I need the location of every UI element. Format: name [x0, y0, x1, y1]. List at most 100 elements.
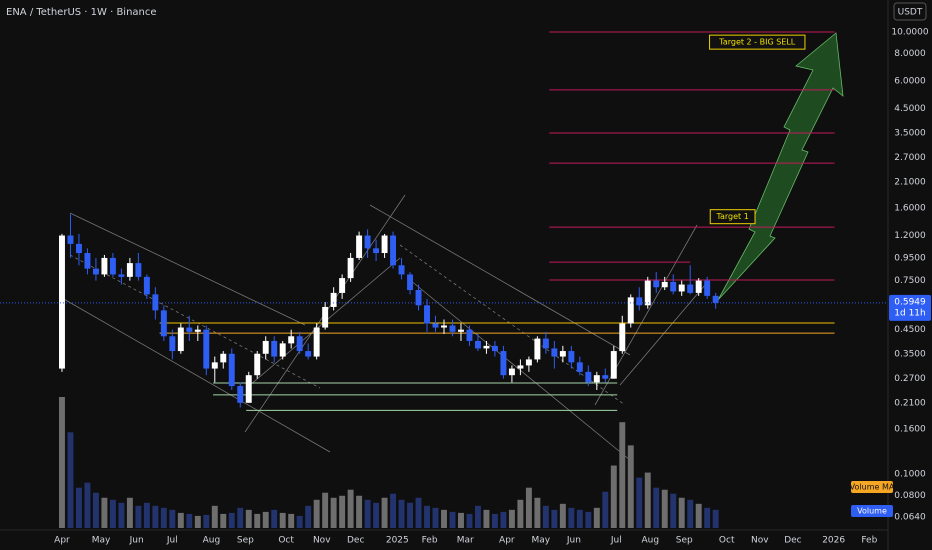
y-tick-label: 10.0000: [891, 28, 928, 38]
candle-body: [220, 353, 227, 363]
candle-body: [67, 235, 74, 244]
x-tick-label: Jul: [166, 536, 178, 546]
candle-body: [424, 305, 430, 324]
volume-bar: [458, 512, 464, 528]
y-tick-label: 0.9500: [894, 253, 926, 263]
candle-body: [619, 323, 626, 352]
volume-bar: [551, 509, 558, 528]
volume-bar: [356, 495, 363, 528]
y-tick-label: 3.5000: [894, 128, 926, 138]
volume-bar: [59, 397, 65, 528]
countdown: 1d 11h: [894, 308, 925, 318]
volume-bar: [500, 511, 507, 528]
candle-body: [695, 280, 702, 293]
volume-bar: [237, 507, 244, 528]
candle-body: [559, 351, 566, 357]
candle-body: [356, 235, 363, 258]
candle-body: [288, 336, 295, 344]
volume-bar: [254, 513, 261, 528]
volume-bar: [636, 477, 643, 528]
y-tick-label: 0.2100: [894, 398, 926, 408]
volume-bar: [101, 497, 108, 528]
y-tick-label: 0.0640: [894, 512, 926, 522]
y-tick-label: 0.1000: [894, 470, 926, 480]
plot: 10.0000 8.0000 6.0000 4.5000 3.5000 2.7000 2.1…: [0, 28, 931, 546]
volume-bar: [288, 513, 295, 528]
x-tick-label: Feb: [861, 536, 877, 546]
volume-bar: [186, 513, 193, 528]
candle-body: [126, 263, 133, 277]
volume-bar: [585, 511, 592, 528]
x-tick-label: Dec: [784, 536, 801, 546]
legend-box: [851, 481, 893, 493]
candle-body: [534, 338, 541, 360]
volume-bar: [143, 502, 150, 528]
y-tick-label: 2.7000: [894, 153, 926, 163]
candle-body: [449, 325, 456, 332]
last-price-label: 0.5949: [894, 297, 926, 307]
currency[interactable]: USDT: [898, 8, 923, 18]
x-tick-label: Aug: [203, 536, 221, 546]
volume-bar: [75, 487, 82, 528]
x-tick-label: Sep: [237, 536, 254, 546]
symbol-title: ENA / TetherUS · 1W · Binance: [6, 7, 157, 18]
candle-body: [135, 263, 142, 277]
candle-body: [169, 336, 176, 352]
last-price-box: [889, 294, 931, 321]
x-tick-label: Nov: [751, 536, 769, 546]
candle-body: [262, 340, 269, 354]
volume-bar: [483, 509, 490, 528]
volume-bar: [390, 493, 397, 528]
candle-body: [330, 292, 337, 307]
candle-body: [542, 338, 549, 349]
annotation: Target 1: [715, 212, 748, 221]
candle-body: [568, 351, 575, 363]
y-tick-label: 0.2700: [894, 374, 926, 384]
y-tick-label: 8.0000: [894, 49, 926, 59]
volume-bar: [704, 507, 711, 528]
candle-body: [602, 375, 609, 379]
volume-bar: [322, 492, 329, 528]
volume-bar: [424, 505, 430, 528]
candle-body: [143, 276, 150, 295]
x-tick-label: May: [92, 536, 111, 546]
candle-body: [254, 353, 261, 376]
volume-bar: [109, 499, 116, 528]
volume-bar: [330, 497, 337, 528]
currency-box[interactable]: [893, 2, 927, 21]
candle-body: [313, 327, 320, 357]
volume-bar: [279, 512, 286, 528]
x-tick-label: Sep: [676, 536, 693, 546]
candle-body: [500, 351, 507, 376]
volume-bar: [339, 495, 346, 528]
candle-body: [517, 365, 524, 369]
y-tick-label: 0.4500: [894, 325, 926, 335]
y-tick-label: 6.0000: [894, 77, 926, 87]
candle-body: [296, 336, 303, 352]
x-tick-label: Nov: [313, 536, 331, 546]
volume-bar: [203, 514, 210, 528]
volume-bar: [296, 515, 303, 528]
volume-bar: [449, 511, 456, 528]
candle-body: [398, 265, 405, 275]
volume-bar: [415, 497, 422, 528]
candle-body: [152, 294, 159, 311]
x-tick-label: Jun: [566, 536, 581, 546]
candle-body: [508, 368, 515, 376]
volume-bar: [517, 499, 524, 528]
volume-bar: [305, 505, 312, 528]
annotation-box: [709, 34, 806, 50]
volume-bar: [525, 487, 532, 528]
volume-bar: [661, 489, 668, 528]
volume-bar: [194, 515, 201, 528]
candle-body: [347, 257, 354, 279]
candle-body: [194, 329, 201, 332]
candle-body: [670, 281, 677, 292]
candle-body: [211, 362, 218, 369]
volume-bar: [245, 509, 252, 528]
y-tick-label: 0.1600: [894, 424, 926, 434]
volume-bar: [228, 512, 235, 528]
volume-bar: [160, 507, 167, 528]
x-tick-label: May: [531, 536, 550, 546]
candle-body: [118, 274, 125, 277]
